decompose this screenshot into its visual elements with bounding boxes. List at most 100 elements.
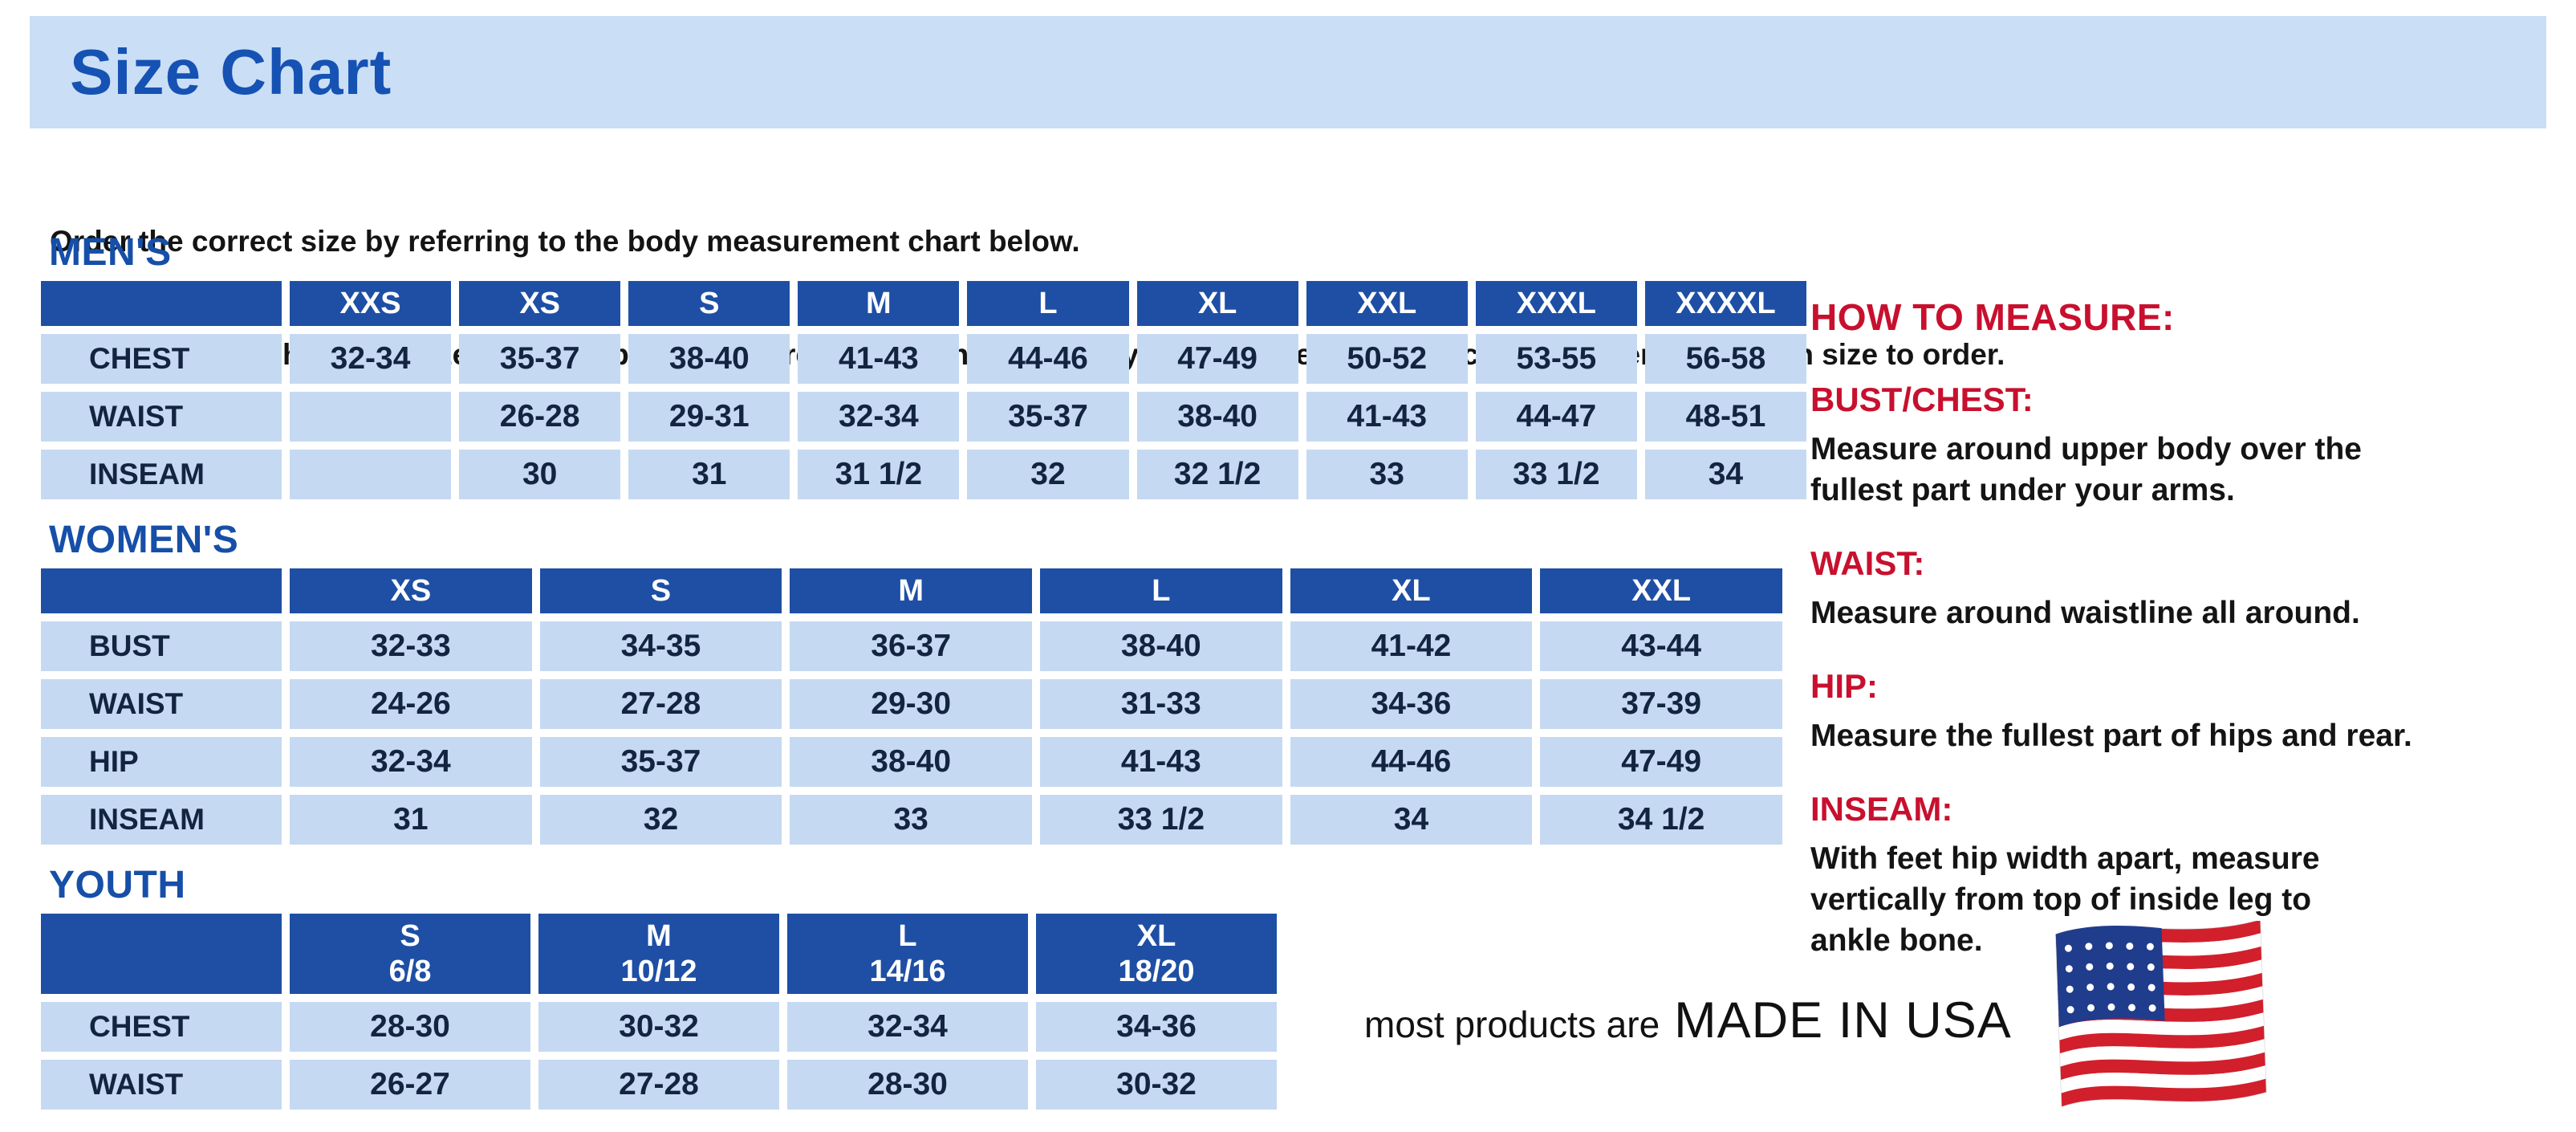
mens-cell: 31 <box>628 450 790 499</box>
mens-size-table: XXS XS S M L XL XXL XXXL XXXXL CHEST 32-34 35-37 38-… <box>33 273 1814 507</box>
mens-cell: 38-40 <box>1136 392 1298 442</box>
youth-header-row: S 6/8 M 10/12 L 14/16 XL 18/20 <box>41 914 1277 994</box>
mens-cell: 41-43 <box>798 334 960 384</box>
youth-cell: 30-32 <box>1036 1060 1277 1110</box>
title-banner: Size Chart <box>30 16 2546 128</box>
womens-cell: 31 <box>290 795 532 845</box>
mens-size-header: M <box>798 281 960 326</box>
womens-cell: 34 1/2 <box>1540 795 1782 845</box>
womens-cell: 47-49 <box>1540 737 1782 787</box>
womens-cell: 24-26 <box>290 679 532 729</box>
mens-size-header: S <box>628 281 790 326</box>
youth-cell: 34-36 <box>1036 1002 1277 1052</box>
womens-cell: 44-46 <box>1290 737 1533 787</box>
youth-size-header: XL 18/20 <box>1036 914 1277 994</box>
mens-cell: 35-37 <box>459 334 621 384</box>
mens-corner-cell <box>41 281 282 326</box>
youth-cell: 26-27 <box>290 1060 530 1110</box>
mens-cell: 35-37 <box>967 392 1129 442</box>
mens-header-row: XXS XS S M L XL XXL XXXL XXXXL <box>41 281 1806 326</box>
womens-size-header: L <box>1039 568 1282 613</box>
youth-size-header-line: 6/8 <box>388 955 432 988</box>
mens-cell <box>290 392 452 442</box>
youth-size-header: L 14/16 <box>787 914 1028 994</box>
womens-cell: 27-28 <box>539 679 782 729</box>
youth-cell: 28-30 <box>787 1060 1028 1110</box>
mens-cell: 44-47 <box>1475 392 1637 442</box>
youth-cell: 32-34 <box>787 1002 1028 1052</box>
youth-size-header-line: 14/16 <box>869 955 946 988</box>
mens-size-header: L <box>967 281 1129 326</box>
made-in-usa-text: most products are MADE IN USA <box>1364 992 2012 1049</box>
mens-table-row: INSEAM 30 31 31 1/2 32 32 1/2 33 33 1/2 34 <box>41 450 1806 499</box>
mens-table-row: WAIST 26-28 29-31 32-34 35-37 38-40 41-43 44-47… <box>41 392 1806 442</box>
measure-description: Measure around waistline all around. <box>1810 596 2360 630</box>
mens-cell: 38-40 <box>628 334 790 384</box>
youth-size-header: S 6/8 <box>290 914 530 994</box>
womens-size-header: XL <box>1290 568 1533 613</box>
womens-cell: 37-39 <box>1540 679 1782 729</box>
womens-cell: 32 <box>539 795 782 845</box>
womens-cell: 29-30 <box>790 679 1032 729</box>
youth-cell: 27-28 <box>538 1060 779 1110</box>
youth-size-header-line: XL <box>1136 919 1176 953</box>
mens-size-header: XXS <box>290 281 452 326</box>
womens-row-label: WAIST <box>41 679 282 729</box>
mens-cell <box>290 450 452 499</box>
womens-corner-cell <box>41 568 282 613</box>
mens-size-header: XXXXL <box>1644 281 1806 326</box>
womens-cell: 36-37 <box>790 621 1032 671</box>
mens-cell: 32 1/2 <box>1136 450 1298 499</box>
mens-cell: 32-34 <box>290 334 452 384</box>
mens-cell: 33 1/2 <box>1475 450 1637 499</box>
mens-size-header: XXXL <box>1475 281 1637 326</box>
measure-term: WAIST: <box>1810 544 1925 582</box>
womens-table-row: INSEAM 31 32 33 33 1/2 34 34 1/2 <box>41 795 1782 845</box>
mens-row-label: INSEAM <box>41 450 282 499</box>
womens-size-header: XS <box>290 568 532 613</box>
mens-size-header: XS <box>459 281 621 326</box>
footer-emphasis: MADE IN USA <box>1674 992 2012 1049</box>
mens-row-label: CHEST <box>41 334 282 384</box>
womens-size-header: S <box>539 568 782 613</box>
womens-header-row: XS S M L XL XXL <box>41 568 1782 613</box>
womens-size-header: M <box>790 568 1032 613</box>
womens-row-label: INSEAM <box>41 795 282 845</box>
measure-term: HIP: <box>1810 667 1878 705</box>
womens-cell: 43-44 <box>1540 621 1782 671</box>
womens-cell: 33 1/2 <box>1039 795 1282 845</box>
womens-size-header: XXL <box>1540 568 1782 613</box>
mens-cell: 29-31 <box>628 392 790 442</box>
womens-cell: 41-42 <box>1290 621 1533 671</box>
page-title: Size Chart <box>70 36 392 108</box>
womens-cell: 34-36 <box>1290 679 1533 729</box>
made-in-usa-footer: most products are MADE IN USA <box>1364 921 2281 1119</box>
mens-cell: 50-52 <box>1306 334 1468 384</box>
mens-row-label: WAIST <box>41 392 282 442</box>
youth-corner-cell <box>41 914 282 994</box>
mens-cell: 48-51 <box>1644 392 1806 442</box>
womens-size-table: XS S M L XL XXL BUST 32-33 34-35 36-37 38-40 41-42 4… <box>33 560 1790 853</box>
womens-cell: 38-40 <box>790 737 1032 787</box>
womens-cell: 33 <box>790 795 1032 845</box>
measure-term: BUST/CHEST: <box>1810 381 2034 418</box>
section-heading-mens: MEN'S <box>49 231 172 274</box>
youth-size-table: S 6/8 M 10/12 L 14/16 XL 18/20 CHEST 28-30 30-32 32… <box>33 906 1285 1118</box>
measure-term: INSEAM: <box>1810 790 1953 828</box>
womens-cell: 32-33 <box>290 621 532 671</box>
mens-cell: 33 <box>1306 450 1468 499</box>
womens-table-row: HIP 32-34 35-37 38-40 41-43 44-46 47-49 <box>41 737 1782 787</box>
mens-cell: 41-43 <box>1306 392 1468 442</box>
youth-size-header-line: 10/12 <box>620 955 697 988</box>
womens-cell: 31-33 <box>1039 679 1282 729</box>
youth-row-label: WAIST <box>41 1060 282 1110</box>
footer-prefix: most products are <box>1364 1004 1660 1045</box>
intro-line-1: Order the correct size by referring to t… <box>50 225 1080 258</box>
how-to-measure-heading: HOW TO MEASURE: <box>1810 296 2175 338</box>
womens-cell: 34 <box>1290 795 1533 845</box>
youth-size-header: M 10/12 <box>538 914 779 994</box>
youth-size-header-line: S <box>400 919 421 953</box>
mens-cell: 44-46 <box>967 334 1129 384</box>
mens-cell: 47-49 <box>1136 334 1298 384</box>
mens-cell: 56-58 <box>1644 334 1806 384</box>
